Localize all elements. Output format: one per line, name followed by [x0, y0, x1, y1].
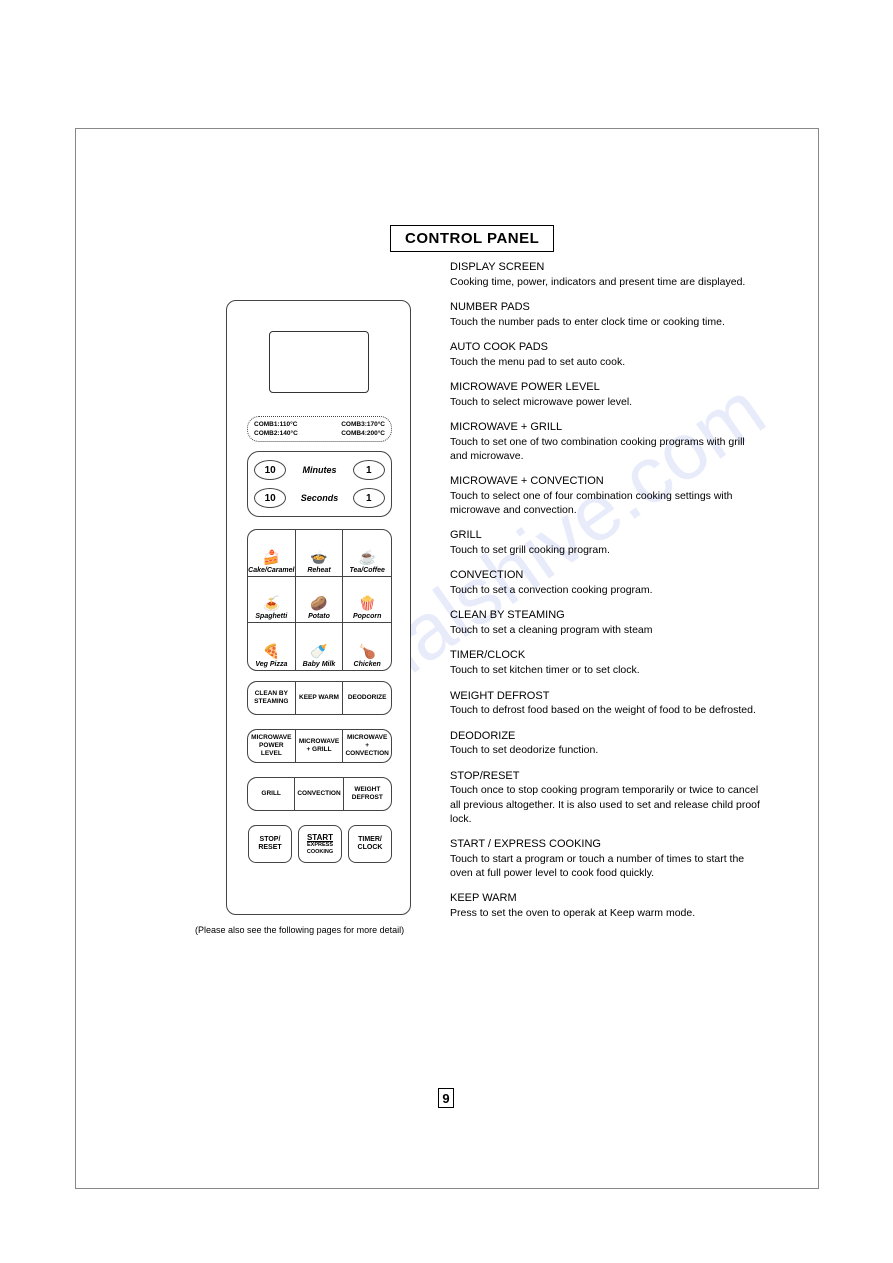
- seconds-1-button[interactable]: 1: [353, 488, 385, 508]
- desc-text: Touch to start a program or touch a numb…: [450, 852, 760, 880]
- autocook-label: Chicken: [354, 661, 381, 668]
- minutes-label: Minutes: [298, 465, 340, 475]
- microwave-power-button[interactable]: MICROWAVE POWER LEVEL: [248, 730, 296, 762]
- autocook-label: Veg Pizza: [255, 661, 287, 668]
- combination-settings: COMB1:110°C COMB2:140°C COMB3:170°C COMB…: [247, 416, 392, 442]
- autocook-chicken[interactable]: 🍗Chicken: [343, 623, 391, 670]
- autocook-tea[interactable]: ☕Tea/Coffee: [343, 530, 391, 577]
- page-title: CONTROL PANEL: [390, 225, 554, 252]
- pizza-icon: 🍕: [263, 643, 280, 660]
- desc-text: Touch to set a cleaning program with ste…: [450, 623, 760, 637]
- desc-title: TIMER/CLOCK: [450, 648, 760, 663]
- combo-label: COMB3:170°C: [341, 420, 385, 429]
- autocook-label: Spaghetti: [255, 613, 287, 620]
- descriptions-list: DISPLAY SCREENCooking time, power, indic…: [450, 260, 760, 931]
- autocook-popcorn[interactable]: 🍿Popcorn: [343, 577, 391, 624]
- desc-title: MICROWAVE + CONVECTION: [450, 474, 760, 489]
- function-row-3: GRILL CONVECTION WEIGHT DEFROST: [247, 777, 392, 811]
- desc-text: Press to set the oven to operak at Keep …: [450, 906, 760, 920]
- autocook-grid: 🍰Cake/Caramel 🍲Reheat ☕Tea/Coffee 🍝Spagh…: [247, 529, 392, 671]
- function-row-1: CLEAN BY STEAMING KEEP WARM DEODORIZE: [247, 681, 392, 715]
- combo-label: COMB1:110°C: [254, 420, 298, 429]
- desc-title: DISPLAY SCREEN: [450, 260, 760, 275]
- autocook-reheat[interactable]: 🍲Reheat: [296, 530, 344, 577]
- desc-title: MICROWAVE + GRILL: [450, 420, 760, 435]
- desc-text: Touch to set one of two combination cook…: [450, 435, 760, 463]
- autocook-label: Potato: [308, 613, 330, 620]
- desc-text: Touch to select one of four combination …: [450, 489, 760, 517]
- clean-steaming-button[interactable]: CLEAN BY STEAMING: [248, 682, 296, 714]
- desc-title: AUTO COOK PADS: [450, 340, 760, 355]
- autocook-label: Tea/Coffee: [349, 567, 384, 574]
- desc-text: Cooking time, power, indicators and pres…: [450, 275, 760, 289]
- tea-icon: ☕: [358, 549, 375, 566]
- desc-text: Touch the number pads to enter clock tim…: [450, 315, 760, 329]
- reheat-icon: 🍲: [310, 549, 327, 566]
- desc-title: DEODORIZE: [450, 729, 760, 744]
- autocook-babymilk[interactable]: 🍼Baby Milk: [296, 623, 344, 670]
- potato-icon: 🥔: [310, 595, 327, 612]
- control-panel-diagram: COMB1:110°C COMB2:140°C COMB3:170°C COMB…: [226, 300, 411, 915]
- spaghetti-icon: 🍝: [263, 595, 280, 612]
- desc-title: KEEP WARM: [450, 891, 760, 906]
- autocook-label: Cake/Caramel: [248, 567, 294, 574]
- microwave-convection-button[interactable]: MICROWAVE + CONVECTION: [343, 730, 391, 762]
- minutes-1-button[interactable]: 1: [353, 460, 385, 480]
- popcorn-icon: 🍿: [358, 595, 375, 612]
- stop-reset-button[interactable]: STOP/ RESET: [248, 825, 292, 863]
- combo-label: COMB4:200°C: [341, 429, 385, 438]
- desc-text: Touch to defrost food based on the weigh…: [450, 703, 760, 717]
- autocook-label: Reheat: [307, 567, 330, 574]
- desc-title: STOP/RESET: [450, 769, 760, 784]
- microwave-grill-button[interactable]: MICROWAVE + GRILL: [296, 730, 344, 762]
- timer-clock-button[interactable]: TIMER/ CLOCK: [348, 825, 392, 863]
- desc-title: CONVECTION: [450, 568, 760, 583]
- desc-title: WEIGHT DEFROST: [450, 689, 760, 704]
- autocook-cake[interactable]: 🍰Cake/Caramel: [248, 530, 296, 577]
- weight-defrost-button[interactable]: WEIGHT DEFROST: [344, 778, 391, 810]
- page-number: 9: [438, 1088, 454, 1108]
- function-row-2: MICROWAVE POWER LEVEL MICROWAVE + GRILL …: [247, 729, 392, 763]
- desc-text: Touch the menu pad to set auto cook.: [450, 355, 760, 369]
- desc-title: CLEAN BY STEAMING: [450, 608, 760, 623]
- seconds-label: Seconds: [298, 493, 340, 503]
- autocook-pizza[interactable]: 🍕Veg Pizza: [248, 623, 296, 670]
- autocook-label: Baby Milk: [303, 661, 336, 668]
- main-controls-row: STOP/ RESET START EXPRESS COOKING TIMER/…: [245, 825, 395, 867]
- cake-icon: 🍰: [263, 549, 280, 566]
- express-label: EXPRESS COOKING: [299, 842, 341, 855]
- detail-note: (Please also see the following pages for…: [195, 925, 404, 935]
- chicken-icon: 🍗: [358, 643, 375, 660]
- desc-title: NUMBER PADS: [450, 300, 760, 315]
- desc-title: GRILL: [450, 528, 760, 543]
- desc-text: Touch once to stop cooking program tempo…: [450, 783, 760, 826]
- start-button[interactable]: START EXPRESS COOKING: [298, 825, 342, 863]
- combo-label: COMB2:140°C: [254, 429, 298, 438]
- desc-text: Touch to set deodorize function.: [450, 743, 760, 757]
- babymilk-icon: 🍼: [310, 643, 327, 660]
- desc-title: START / EXPRESS COOKING: [450, 837, 760, 852]
- deodorize-button[interactable]: DEODORIZE: [343, 682, 391, 714]
- desc-text: Touch to set grill cooking program.: [450, 543, 760, 557]
- desc-title: MICROWAVE POWER LEVEL: [450, 380, 760, 395]
- grill-button[interactable]: GRILL: [248, 778, 295, 810]
- start-label: START: [299, 833, 341, 842]
- display-screen: [269, 331, 369, 393]
- time-buttons: 10 Minutes 1 10 Seconds 1: [247, 451, 392, 517]
- autocook-spaghetti[interactable]: 🍝Spaghetti: [248, 577, 296, 624]
- convection-button[interactable]: CONVECTION: [295, 778, 343, 810]
- desc-text: Touch to select microwave power level.: [450, 395, 760, 409]
- keep-warm-button[interactable]: KEEP WARM: [296, 682, 344, 714]
- autocook-label: Popcorn: [353, 613, 381, 620]
- minutes-10-button[interactable]: 10: [254, 460, 286, 480]
- seconds-10-button[interactable]: 10: [254, 488, 286, 508]
- desc-text: Touch to set a convection cooking progra…: [450, 583, 760, 597]
- desc-text: Touch to set kitchen timer or to set clo…: [450, 663, 760, 677]
- autocook-potato[interactable]: 🥔Potato: [296, 577, 344, 624]
